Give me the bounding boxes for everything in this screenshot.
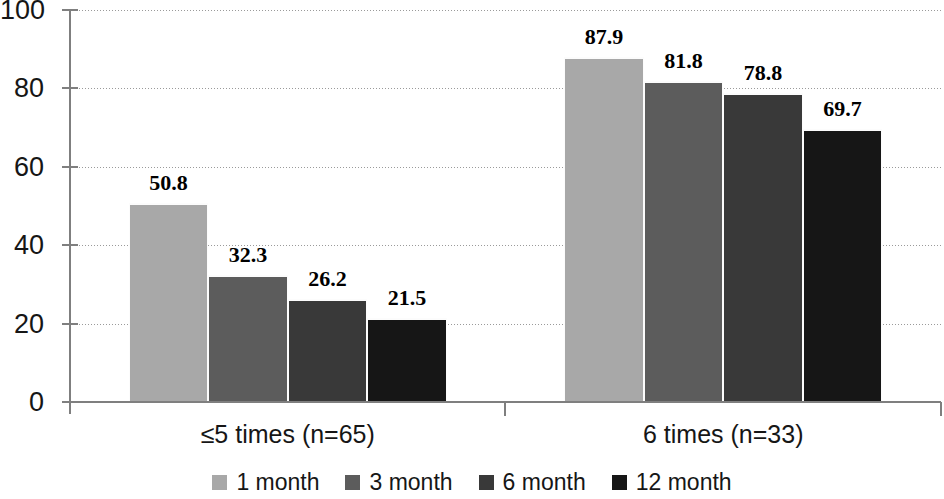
gridline (70, 10, 941, 11)
y-axis-tick (62, 401, 78, 403)
legend-label: 3 month (369, 469, 452, 496)
bar-chart: 50.8 32.3 26.2 21.5 87.9 81.8 78.8 69.7 1 month… (0, 0, 944, 499)
category-label: ≤5 times (n=65) (201, 419, 375, 449)
y-axis-line (69, 10, 71, 414)
y-axis-tick (62, 9, 78, 11)
legend-swatch (345, 475, 360, 490)
legend-label: 6 month (503, 469, 586, 496)
bar-1-month-group1 (129, 203, 209, 402)
bar-6-month-group1 (288, 299, 368, 402)
legend-item: 6 month (479, 469, 586, 496)
x-axis-tick (940, 402, 942, 416)
bar-value-label: 21.5 (388, 287, 427, 309)
legend-item: 1 month (212, 469, 319, 496)
y-axis-label: 60 (0, 152, 44, 182)
bar-12-month-group1 (367, 318, 447, 402)
bar-value-label: 50.8 (149, 172, 188, 194)
bar-3-month-group2 (644, 81, 724, 402)
y-axis-tick (62, 166, 78, 168)
legend-swatch (612, 475, 627, 490)
y-axis-label: 20 (0, 309, 44, 339)
legend: 1 month 3 month 6 month 12 month (0, 467, 944, 497)
plot-area: 50.8 32.3 26.2 21.5 87.9 81.8 78.8 69.7 (70, 10, 941, 402)
bar-value-label: 78.8 (744, 62, 783, 84)
y-axis-label: 100 (0, 0, 44, 25)
category-label: 6 times (n=33) (643, 419, 804, 449)
bar-value-label: 32.3 (229, 244, 268, 266)
bar-12-month-group2 (803, 129, 883, 402)
legend-label: 1 month (236, 469, 319, 496)
legend-swatch (212, 475, 227, 490)
x-axis-tick (504, 402, 506, 416)
bar-value-label: 81.8 (664, 50, 703, 72)
x-axis-line (62, 401, 941, 403)
bar-3-month-group1 (208, 275, 288, 402)
legend-label: 12 month (636, 469, 732, 496)
y-axis-label: 80 (0, 73, 44, 103)
y-axis-tick (62, 244, 78, 246)
y-axis-label: 40 (0, 230, 44, 260)
y-axis-tick (62, 87, 78, 89)
y-axis-label: 0 (0, 387, 44, 417)
bar-1-month-group2 (564, 57, 644, 402)
legend-item: 12 month (612, 469, 732, 496)
bar-value-label: 69.7 (823, 98, 862, 120)
y-axis-tick (62, 323, 78, 325)
legend-swatch (479, 475, 494, 490)
bar-value-label: 26.2 (308, 268, 347, 290)
bar-6-month-group2 (723, 93, 803, 402)
gridline (70, 88, 941, 89)
legend-item: 3 month (345, 469, 452, 496)
bar-value-label: 87.9 (585, 26, 624, 48)
